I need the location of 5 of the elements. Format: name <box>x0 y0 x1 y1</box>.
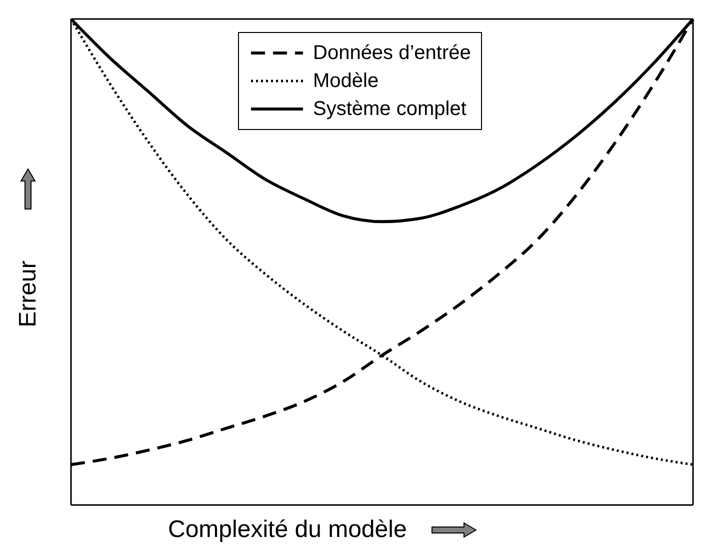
legend-label: Données d’entrée <box>313 42 471 64</box>
legend-label: Système complet <box>313 98 466 120</box>
legend-label: Modèle <box>313 70 379 92</box>
x-axis-title: Complexité du modèle <box>168 516 407 544</box>
y-axis-title: Erreur <box>14 260 42 328</box>
